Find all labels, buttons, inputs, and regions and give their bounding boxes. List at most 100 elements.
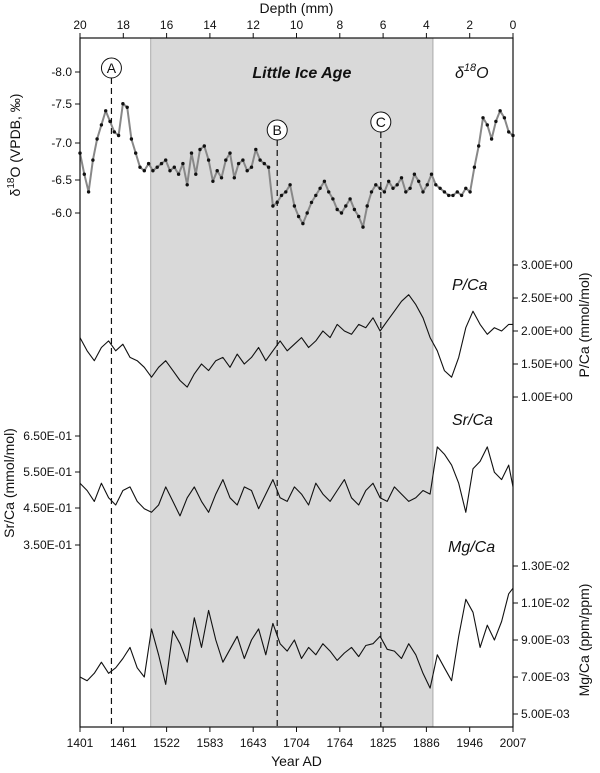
d18o-point	[494, 119, 498, 124]
d18o-point	[374, 183, 378, 187]
d18o-point	[485, 123, 489, 127]
d18o-point	[134, 151, 138, 155]
d18o-point	[129, 137, 134, 141]
d18o-y-tick-label-4: -6.0	[51, 206, 72, 220]
p-ca-y-tick-label-0: 1.00E+00	[521, 390, 573, 404]
x-axis-title: Year AD	[271, 753, 322, 769]
x-tick-label-2007: 2007	[500, 736, 527, 750]
d18o-point	[116, 133, 121, 138]
d18o-point	[489, 137, 494, 141]
d18o-point	[228, 151, 232, 155]
d18o-point	[451, 193, 455, 198]
d18o-point	[399, 176, 404, 180]
depth-tick-label-12: 12	[247, 18, 261, 32]
event-marker-a	[100, 57, 122, 79]
d18o-point	[305, 211, 309, 215]
x-tick-label-1946: 1946	[456, 736, 483, 750]
series-layer	[78, 102, 515, 689]
depth-tick-label-0: 0	[510, 18, 517, 32]
d18o-point	[455, 190, 459, 194]
d18o-point	[185, 183, 189, 187]
d18o-point	[232, 176, 236, 180]
d18o-point	[408, 186, 412, 190]
d18o-point	[82, 172, 87, 176]
event-marker-c	[370, 111, 392, 133]
d18o-point	[412, 172, 417, 176]
d18o-point	[99, 123, 104, 127]
d18o-point	[151, 169, 155, 173]
d18o-point	[138, 165, 142, 169]
d18o-point	[91, 158, 95, 162]
d18o-y-tick-label-2: -7.0	[51, 136, 72, 150]
depth-tick-label-18: 18	[117, 18, 131, 32]
d18o-point	[155, 165, 159, 169]
mg-ca-axis-title: Mg/Ca (ppm/ppm)	[576, 584, 592, 697]
d18o-point	[262, 161, 266, 166]
mg-ca-series-line	[79, 587, 514, 689]
d18o-point	[352, 207, 357, 212]
p-ca-y-tick-label-1: 1.50E+00	[521, 357, 573, 371]
depth-tick-label-16: 16	[160, 18, 174, 32]
d18o-point	[459, 193, 464, 198]
d18o-point	[391, 186, 395, 190]
d18o-point	[224, 158, 228, 162]
little-ice-age-label: Little Ice Age	[252, 65, 351, 82]
x-tick-label-1643: 1643	[240, 736, 267, 750]
d18o-point	[498, 109, 502, 113]
d18o-point	[429, 172, 434, 176]
p-ca-panel-label: P/Ca	[452, 277, 488, 294]
d18o-point	[357, 214, 361, 219]
x-tick-label-1583: 1583	[197, 736, 224, 750]
d18o-point	[86, 190, 91, 194]
axes-frame-layer	[75, 33, 518, 732]
d18o-point	[288, 183, 292, 187]
d18o-point	[378, 186, 382, 190]
d18o-y-tick-label-1: -7.5	[51, 97, 72, 111]
d18o-point	[425, 183, 429, 187]
d18o-point	[198, 147, 202, 152]
event-label-c: C	[376, 114, 386, 130]
d18o-point	[447, 193, 451, 198]
d18o-axis-title: δ18O (VPDB, ‰)	[6, 94, 23, 197]
d18o-point	[121, 102, 125, 106]
d18o-point	[159, 161, 164, 166]
d18o-point	[284, 190, 288, 194]
sr-ca-panel-label: Sr/Ca	[452, 412, 493, 429]
sr-ca-y-tick-label-0: 3.50E-01	[23, 538, 72, 552]
d18o-point	[301, 221, 305, 226]
d18o-point	[318, 186, 322, 190]
d18o-point	[104, 109, 108, 113]
d18o-point	[142, 169, 146, 173]
d18o-point	[331, 197, 335, 201]
d18o-point	[194, 172, 198, 176]
depth-tick-label-6: 6	[380, 18, 387, 32]
x-tick-label-1886: 1886	[413, 736, 440, 750]
d18o-point	[365, 204, 369, 208]
d18o-point	[202, 144, 206, 148]
top-axis-title: Depth (mm)	[260, 0, 334, 16]
mg-ca-y-tick-label-0: 5.00E-03	[521, 707, 570, 721]
d18o-panel-label: δ18O	[455, 62, 489, 82]
depth-tick-label-10: 10	[290, 18, 304, 32]
p-ca-axis-title: P/Ca (mmol/mol)	[576, 272, 592, 377]
event-lines-layer	[110, 78, 382, 727]
p-ca-y-tick-label-4: 3.00E+00	[521, 258, 573, 272]
depth-tick-label-14: 14	[203, 18, 217, 32]
d18o-point	[168, 169, 172, 173]
d18o-point	[211, 179, 215, 183]
depth-tick-label-4: 4	[423, 18, 430, 32]
d18o-point	[472, 165, 477, 169]
p-ca-y-tick-label-3: 2.50E+00	[521, 291, 573, 305]
depth-tick-label-20: 20	[73, 18, 87, 32]
d18o-point	[112, 130, 117, 134]
d18o-point	[507, 130, 511, 134]
d18o-point	[279, 193, 284, 198]
x-tick-label-1522: 1522	[153, 736, 180, 750]
x-tick-label-1461: 1461	[110, 736, 137, 750]
sr-ca-axis-title: Sr/Ca (mmol/mol)	[1, 428, 17, 538]
d18o-point	[245, 169, 249, 173]
d18o-point	[434, 183, 438, 187]
mg-ca-y-tick-label-3: 1.10E-02	[521, 596, 570, 610]
d18o-point	[258, 158, 262, 162]
